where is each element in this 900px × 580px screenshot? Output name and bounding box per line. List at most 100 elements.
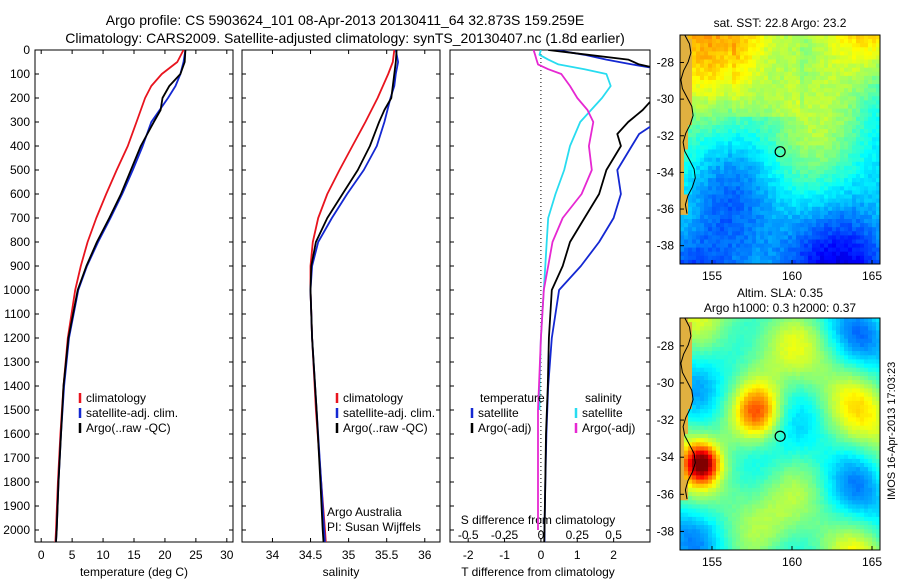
- field-cell: [708, 153, 713, 159]
- field-cell: [872, 125, 877, 130]
- field-cell: [688, 450, 693, 456]
- field-cell: [692, 116, 697, 122]
- field-cell: [696, 59, 701, 65]
- field-cell: [860, 161, 865, 167]
- field-cell: [796, 367, 801, 373]
- field-cell: [744, 458, 749, 464]
- field-cell: [812, 318, 817, 323]
- field-cell: [756, 67, 761, 73]
- field-cell: [708, 137, 713, 142]
- field-cell: [696, 161, 701, 167]
- field-cell: [700, 351, 705, 356]
- field-cell: [812, 371, 817, 377]
- field-cell: [876, 454, 880, 460]
- field-cell: [784, 96, 789, 101]
- land-cell: [680, 380, 685, 385]
- field-cell: [800, 367, 805, 373]
- field-cell: [872, 112, 877, 118]
- field-cell: [844, 318, 849, 323]
- field-cell: [832, 450, 837, 456]
- field-cell: [732, 338, 737, 344]
- field-cell: [764, 51, 769, 57]
- field-cell: [832, 219, 837, 224]
- field-cell: [708, 409, 713, 414]
- field-cell: [744, 202, 749, 208]
- field-cell: [868, 405, 873, 410]
- field-cell: [756, 100, 761, 106]
- field-cell: [852, 149, 857, 155]
- field-cell: [708, 326, 713, 331]
- field-cell: [732, 259, 737, 264]
- field-cell: [792, 202, 797, 208]
- field-cell: [784, 429, 789, 435]
- field-cell: [736, 355, 741, 360]
- field-cell: [724, 413, 729, 418]
- field-cell: [680, 227, 685, 232]
- field-cell: [792, 351, 797, 356]
- field-cell: [752, 463, 757, 468]
- field-cell: [728, 434, 733, 439]
- field-cell: [820, 359, 825, 365]
- field-cell: [876, 112, 880, 118]
- field-cell: [776, 400, 781, 406]
- field-cell: [876, 55, 880, 61]
- field-cell: [860, 376, 865, 381]
- field-cell: [768, 214, 773, 220]
- field-cell: [816, 251, 821, 257]
- field-cell: [816, 104, 821, 110]
- field-cell: [864, 330, 869, 336]
- field-cell: [836, 409, 841, 414]
- field-cell: [700, 322, 705, 327]
- field-cell: [768, 186, 773, 191]
- field-cell: [696, 223, 701, 228]
- field-cell: [852, 116, 857, 122]
- field-cell: [868, 434, 873, 439]
- field-cell: [736, 400, 741, 406]
- field-cell: [756, 169, 761, 175]
- field-cell: [740, 141, 745, 146]
- field-cell: [800, 351, 805, 356]
- field-cell: [728, 326, 733, 331]
- field-cell: [724, 396, 729, 402]
- field-cell: [816, 318, 821, 323]
- field-cell: [804, 149, 809, 155]
- field-cell: [780, 259, 785, 264]
- field-cell: [836, 190, 841, 196]
- field-cell: [864, 359, 869, 365]
- field-cell: [804, 92, 809, 97]
- field-cell: [692, 47, 697, 52]
- field-cell: [852, 63, 857, 69]
- field-cell: [760, 463, 765, 468]
- field-cell: [704, 446, 709, 452]
- field-cell: [808, 43, 813, 48]
- field-cell: [756, 413, 761, 418]
- field-cell: [864, 75, 869, 81]
- field-cell: [812, 223, 817, 228]
- field-cell: [872, 247, 877, 253]
- field-cell: [872, 210, 877, 216]
- field-cell: [860, 434, 865, 439]
- field-cell: [828, 190, 833, 196]
- field-cell: [712, 409, 717, 414]
- field-cell: [816, 417, 821, 423]
- field-cell: [772, 359, 777, 365]
- field-cell: [688, 438, 693, 443]
- field-cell: [700, 388, 705, 394]
- field-cell: [868, 255, 873, 261]
- field-cell: [856, 371, 861, 377]
- field-cell: [756, 421, 761, 427]
- field-cell: [704, 471, 709, 476]
- field-cell: [876, 88, 880, 93]
- field-cell: [732, 380, 737, 385]
- field-cell: [804, 108, 809, 114]
- field-cell: [824, 359, 829, 365]
- field-cell: [728, 351, 733, 356]
- field-cell: [708, 351, 713, 356]
- field-cell: [824, 190, 829, 196]
- field-cell: [688, 251, 693, 257]
- field-cell: [680, 219, 685, 224]
- field-cell: [844, 35, 849, 40]
- field-cell: [796, 446, 801, 452]
- field-cell: [720, 59, 725, 65]
- field-cell: [868, 125, 873, 130]
